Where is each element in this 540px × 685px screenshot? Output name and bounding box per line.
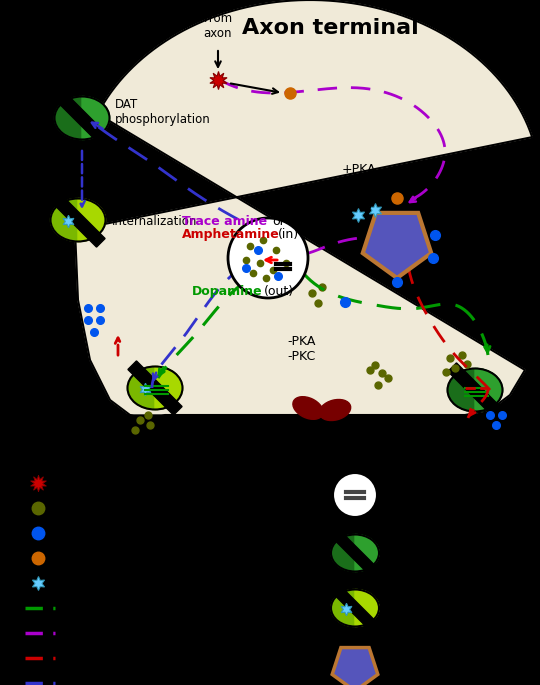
Circle shape (228, 218, 308, 298)
Polygon shape (475, 369, 503, 412)
Polygon shape (78, 199, 105, 242)
Ellipse shape (55, 97, 110, 140)
Polygon shape (332, 530, 379, 576)
Polygon shape (355, 534, 379, 571)
Polygon shape (51, 193, 105, 247)
Polygon shape (75, 0, 532, 420)
Text: DAT
internalization: DAT internalization (112, 200, 198, 228)
Text: or: or (272, 215, 285, 228)
Polygon shape (411, 415, 525, 467)
Ellipse shape (319, 399, 350, 421)
Text: (in): (in) (278, 228, 299, 241)
Polygon shape (355, 590, 379, 627)
Text: From
axon: From axon (204, 12, 233, 40)
Polygon shape (55, 91, 109, 145)
Text: -PKA
-PKC: -PKA -PKC (287, 335, 315, 363)
Ellipse shape (51, 199, 105, 242)
Text: Amphetamine: Amphetamine (182, 228, 280, 241)
Polygon shape (261, 415, 385, 473)
Polygon shape (82, 97, 110, 140)
Circle shape (333, 473, 377, 517)
Polygon shape (448, 363, 502, 417)
Ellipse shape (293, 397, 323, 419)
Text: Trace amine: Trace amine (182, 215, 267, 228)
Polygon shape (155, 366, 183, 410)
Ellipse shape (127, 366, 183, 410)
Polygon shape (128, 361, 182, 415)
Text: Axon terminal: Axon terminal (241, 18, 418, 38)
Polygon shape (332, 584, 379, 632)
Polygon shape (110, 415, 230, 467)
Polygon shape (363, 213, 431, 278)
Ellipse shape (331, 590, 379, 627)
Polygon shape (332, 647, 378, 685)
Text: +PKA
+PKC: +PKA +PKC (342, 163, 376, 191)
Text: DAT
phosphorylation: DAT phosphorylation (115, 98, 211, 126)
Text: (out): (out) (264, 285, 294, 298)
Ellipse shape (331, 534, 379, 571)
Ellipse shape (448, 369, 503, 412)
Text: Dopamine: Dopamine (192, 285, 262, 298)
